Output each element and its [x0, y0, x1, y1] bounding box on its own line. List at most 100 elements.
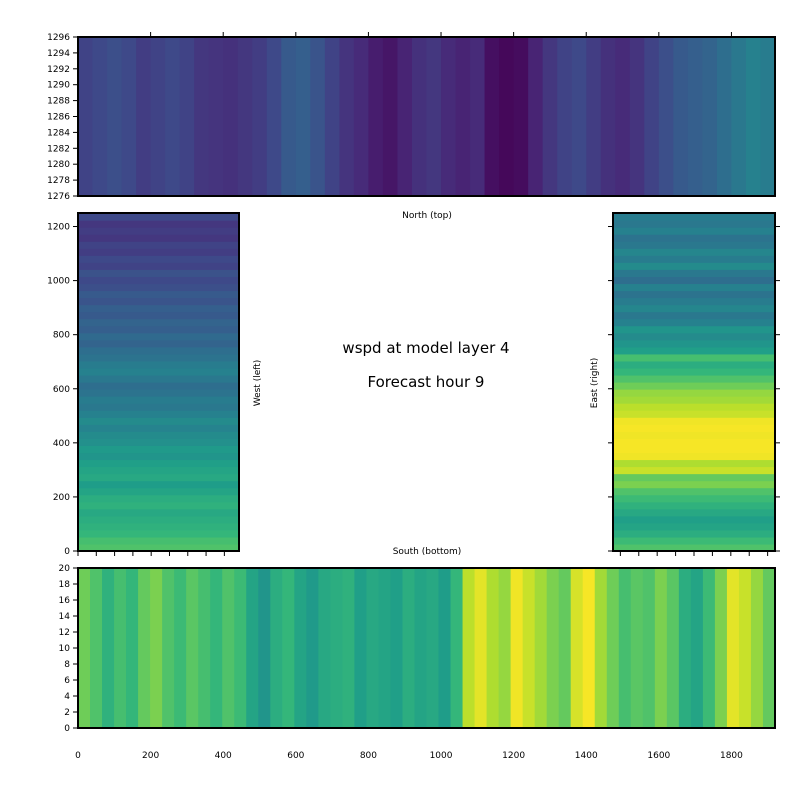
heatmap-cell: [613, 452, 775, 461]
heatmap-cell: [78, 529, 239, 538]
north-panel: 1276 1278 1280 1282 1284 1286 1288 1290 1292 1294…: [47, 32, 776, 202]
heatmap-cell: [542, 37, 558, 196]
y-tick-label: 8: [64, 660, 70, 670]
heatmap-cell: [462, 568, 476, 728]
heatmap-cell: [613, 417, 775, 425]
east-label: East (right): [590, 358, 600, 408]
heatmap-cell: [107, 37, 123, 196]
heatmap-cell: [78, 473, 239, 482]
heatmap-cell: [644, 37, 660, 196]
heatmap-cell: [78, 508, 239, 517]
heatmap-cell: [613, 339, 775, 348]
y-tick-label: 800: [53, 331, 70, 341]
heatmap-cell: [78, 220, 239, 228]
south-label: South (bottom): [393, 547, 462, 557]
y-tick-label: 600: [53, 385, 70, 395]
y-tick-label: 18: [59, 580, 71, 590]
heatmap-cell: [534, 568, 548, 728]
y-tick-label: 200: [53, 493, 70, 503]
heatmap-cell: [731, 37, 747, 196]
heatmap-cell: [613, 508, 775, 517]
east-panel: [608, 212, 780, 556]
heatmap-cell: [78, 410, 239, 418]
heatmap-cell: [594, 568, 608, 728]
heatmap-cell: [760, 37, 776, 196]
heatmap-cell: [613, 529, 775, 538]
heatmap-cell: [78, 255, 239, 263]
y-tick-label: 1276: [47, 192, 70, 202]
heatmap-cell: [78, 262, 239, 270]
heatmap-cell: [613, 276, 775, 285]
heatmap-cell: [78, 501, 239, 510]
heatmap-cell: [613, 396, 775, 404]
x-tick-label: 0: [75, 751, 81, 761]
heatmap-cell: [745, 37, 762, 196]
heatmap-cell: [78, 234, 239, 242]
heatmap-cell: [78, 269, 239, 277]
heatmap-cell: [78, 311, 239, 320]
y-tick-label: 1282: [47, 144, 70, 154]
y-tick-label: 16: [59, 596, 71, 606]
heatmap-cell: [382, 37, 399, 196]
heatmap-cell: [613, 424, 775, 432]
heatmap-cell: [78, 487, 239, 496]
heatmap-cell: [136, 37, 152, 196]
heatmap-cell: [613, 438, 775, 446]
heatmap-cell: [78, 37, 94, 196]
x-tick-label: 1800: [720, 751, 743, 761]
y-tick-label: 4: [64, 692, 70, 702]
heatmap-cell: [571, 37, 587, 196]
heatmap-cell: [613, 325, 775, 334]
heatmap-cell: [281, 37, 297, 196]
heatmap-cell: [162, 568, 175, 728]
heatmap-cell: [78, 480, 239, 489]
heatmap-cell: [78, 325, 239, 334]
heatmap-cell: [629, 37, 645, 196]
heatmap-cell: [210, 568, 223, 728]
heatmap-cell: [246, 568, 259, 728]
heatmap-cell: [714, 568, 728, 728]
heatmap-cell: [126, 568, 139, 728]
heatmap-cell: [138, 568, 151, 728]
heatmap-cell: [78, 318, 239, 327]
heatmap-cell: [613, 297, 775, 306]
heatmap-cell: [78, 241, 239, 249]
heatmap-cell: [613, 318, 775, 327]
heatmap-cell: [78, 367, 239, 376]
y-tick-label: 1278: [47, 176, 70, 186]
heatmap-cell: [642, 568, 656, 728]
heatmap-cell: [194, 37, 210, 196]
heatmap-cell: [613, 353, 775, 362]
heatmap-cell: [510, 568, 524, 728]
heatmap-cell: [613, 360, 775, 369]
heatmap-cell: [78, 304, 239, 313]
heatmap-cell: [426, 37, 442, 196]
heatmap-cell: [474, 568, 488, 728]
heatmap-cell: [368, 37, 384, 196]
heatmap-cell: [78, 396, 239, 404]
heatmap-cell: [499, 37, 515, 196]
heatmap-cell: [666, 568, 680, 728]
heatmap-cell: [397, 37, 413, 196]
heatmap-cell: [353, 37, 370, 196]
heatmap-cell: [324, 37, 340, 196]
heatmap-cell: [613, 445, 775, 454]
heatmap-cell: [402, 568, 416, 728]
heatmap-cell: [234, 568, 247, 728]
heatmap-cell: [613, 213, 775, 221]
heatmap-cell: [270, 568, 283, 728]
heatmap-cell: [208, 37, 224, 196]
heatmap-cell: [92, 37, 108, 196]
heatmap-cell: [78, 283, 239, 292]
heatmap-cell: [78, 466, 239, 475]
heatmap-cell: [78, 522, 239, 531]
heatmap-cell: [613, 480, 775, 489]
heatmap-cell: [613, 262, 775, 270]
heatmap-cell: [78, 424, 239, 432]
heatmap-cell: [613, 248, 775, 256]
x-tick-label: 1400: [575, 751, 598, 761]
y-tick-label: 1296: [47, 33, 70, 43]
heatmap-cell: [165, 37, 181, 196]
heatmap-cell: [121, 37, 137, 196]
heatmap-cell: [613, 473, 775, 482]
